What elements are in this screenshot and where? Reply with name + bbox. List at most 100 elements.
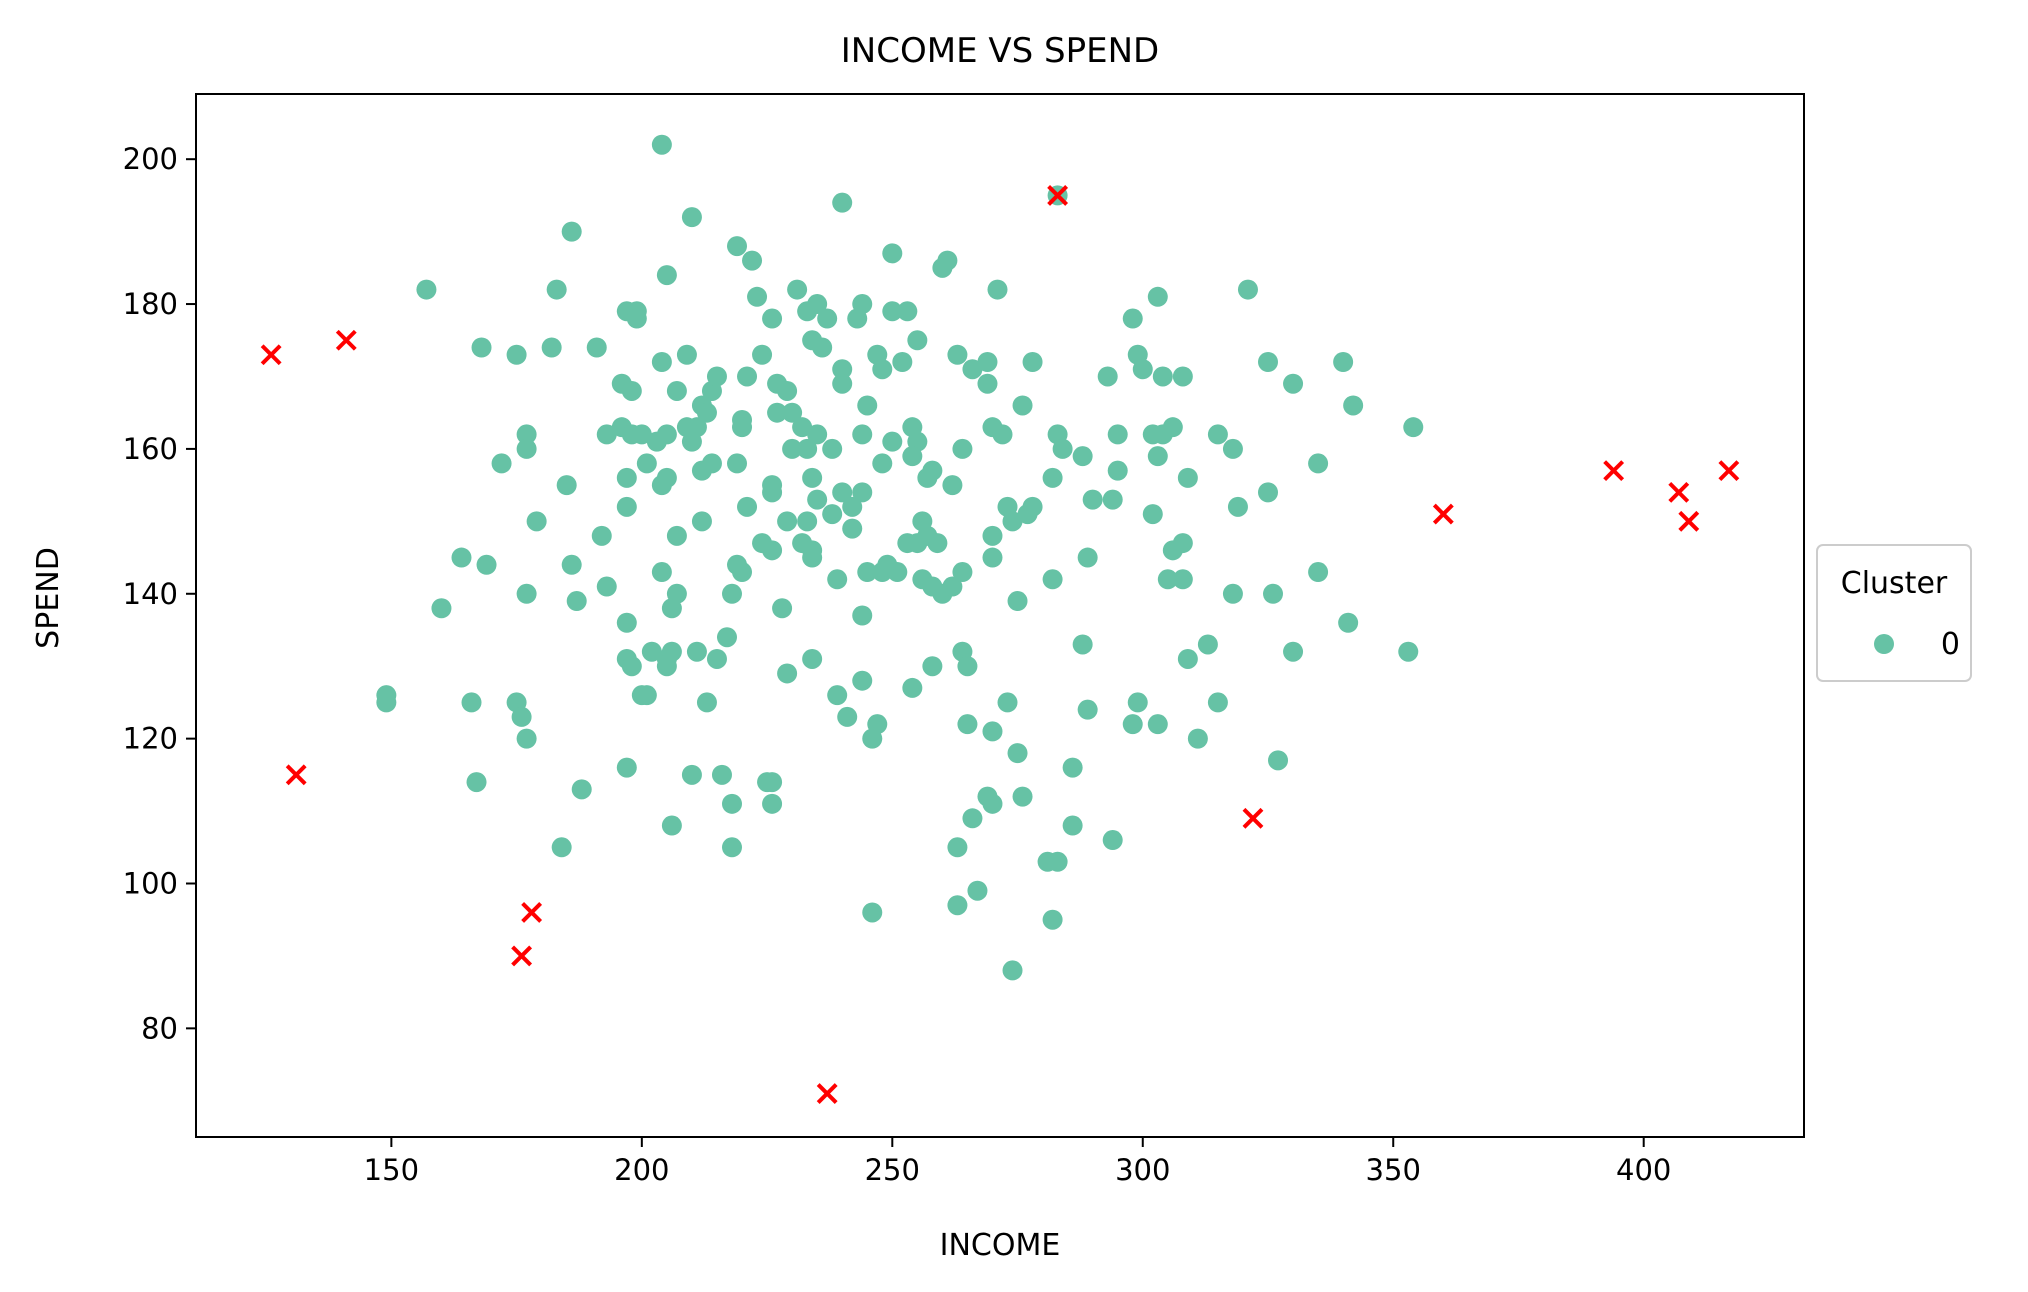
x-tick-label: 300 bbox=[1115, 1153, 1170, 1187]
data-point bbox=[1012, 786, 1033, 807]
data-point bbox=[1283, 373, 1304, 394]
data-point bbox=[1072, 634, 1093, 655]
data-point bbox=[872, 359, 893, 380]
data-point bbox=[1062, 757, 1083, 778]
data-point bbox=[1002, 960, 1023, 981]
axes-frame bbox=[195, 93, 1805, 1138]
data-point bbox=[882, 301, 903, 322]
data-point bbox=[937, 250, 958, 271]
data-point bbox=[516, 728, 537, 749]
data-point bbox=[631, 424, 652, 445]
outlier-stroke bbox=[1718, 460, 1740, 482]
data-point bbox=[852, 482, 873, 503]
data-point bbox=[822, 504, 843, 525]
data-point bbox=[1007, 743, 1028, 764]
data-point bbox=[1147, 286, 1168, 307]
outlier-point bbox=[1668, 481, 1690, 503]
data-point bbox=[732, 562, 753, 583]
data-point bbox=[857, 562, 878, 583]
data-point bbox=[1142, 504, 1163, 525]
data-point bbox=[832, 482, 853, 503]
data-point bbox=[1102, 830, 1123, 851]
data-point bbox=[666, 583, 687, 604]
data-point bbox=[416, 279, 437, 300]
data-point bbox=[992, 424, 1013, 445]
data-point bbox=[696, 692, 717, 713]
y-tick-label: 140 bbox=[123, 577, 178, 611]
data-point bbox=[957, 714, 978, 735]
data-point bbox=[787, 279, 808, 300]
data-point bbox=[546, 279, 567, 300]
data-point bbox=[666, 380, 687, 401]
data-point bbox=[917, 467, 938, 488]
data-point bbox=[636, 453, 657, 474]
x-tick-label: 400 bbox=[1616, 1153, 1671, 1187]
data-point bbox=[1283, 641, 1304, 662]
data-point bbox=[982, 547, 1003, 568]
data-point bbox=[962, 808, 983, 829]
data-point bbox=[752, 344, 773, 365]
data-point bbox=[716, 627, 737, 648]
data-point bbox=[451, 547, 472, 568]
data-point bbox=[1147, 714, 1168, 735]
outlier-stroke bbox=[1242, 807, 1264, 829]
data-point bbox=[767, 402, 788, 423]
data-point bbox=[737, 496, 758, 517]
data-point bbox=[641, 641, 662, 662]
data-point bbox=[1127, 692, 1148, 713]
data-point bbox=[681, 764, 702, 785]
y-axis-label: SPEND bbox=[31, 547, 66, 649]
data-point bbox=[997, 692, 1018, 713]
data-point bbox=[1227, 496, 1248, 517]
data-point bbox=[1097, 366, 1118, 387]
outlier-stroke bbox=[1432, 503, 1454, 525]
data-point bbox=[902, 677, 923, 698]
data-point bbox=[737, 366, 758, 387]
data-point bbox=[586, 337, 607, 358]
data-point bbox=[952, 438, 973, 459]
outlier-stroke bbox=[1047, 184, 1069, 206]
data-point bbox=[1077, 699, 1098, 720]
data-point bbox=[872, 453, 893, 474]
data-point bbox=[1177, 467, 1198, 488]
data-point bbox=[491, 453, 512, 474]
data-point bbox=[922, 656, 943, 677]
data-point bbox=[1012, 395, 1033, 416]
data-point bbox=[561, 554, 582, 575]
y-tick-label: 120 bbox=[123, 722, 178, 756]
data-point bbox=[852, 424, 873, 445]
data-point bbox=[982, 525, 1003, 546]
data-point bbox=[927, 533, 948, 554]
data-point bbox=[802, 648, 823, 669]
data-point bbox=[762, 772, 783, 793]
data-point bbox=[902, 446, 923, 467]
data-point bbox=[732, 417, 753, 438]
data-point bbox=[636, 685, 657, 706]
data-point bbox=[1258, 351, 1278, 372]
data-point bbox=[596, 576, 617, 597]
data-point bbox=[957, 656, 978, 677]
data-point bbox=[656, 424, 677, 445]
outlier-series bbox=[260, 184, 1740, 1104]
data-point bbox=[1042, 467, 1063, 488]
data-point bbox=[907, 330, 928, 351]
data-point bbox=[1077, 547, 1098, 568]
outlier-stroke bbox=[816, 1083, 838, 1104]
outlier-point bbox=[511, 945, 533, 967]
data-point bbox=[727, 236, 748, 257]
data-point bbox=[797, 511, 818, 532]
data-point bbox=[967, 880, 988, 901]
data-point bbox=[982, 721, 1003, 742]
data-point bbox=[942, 576, 963, 597]
data-point bbox=[807, 489, 828, 510]
data-point bbox=[1172, 569, 1193, 590]
data-point bbox=[822, 438, 843, 459]
x-tick-label: 250 bbox=[865, 1153, 920, 1187]
data-point bbox=[987, 279, 1008, 300]
data-point bbox=[1122, 308, 1143, 329]
data-point bbox=[807, 424, 828, 445]
data-point bbox=[852, 605, 873, 626]
data-point bbox=[832, 192, 853, 213]
data-point bbox=[1062, 815, 1083, 836]
data-point bbox=[511, 706, 532, 727]
